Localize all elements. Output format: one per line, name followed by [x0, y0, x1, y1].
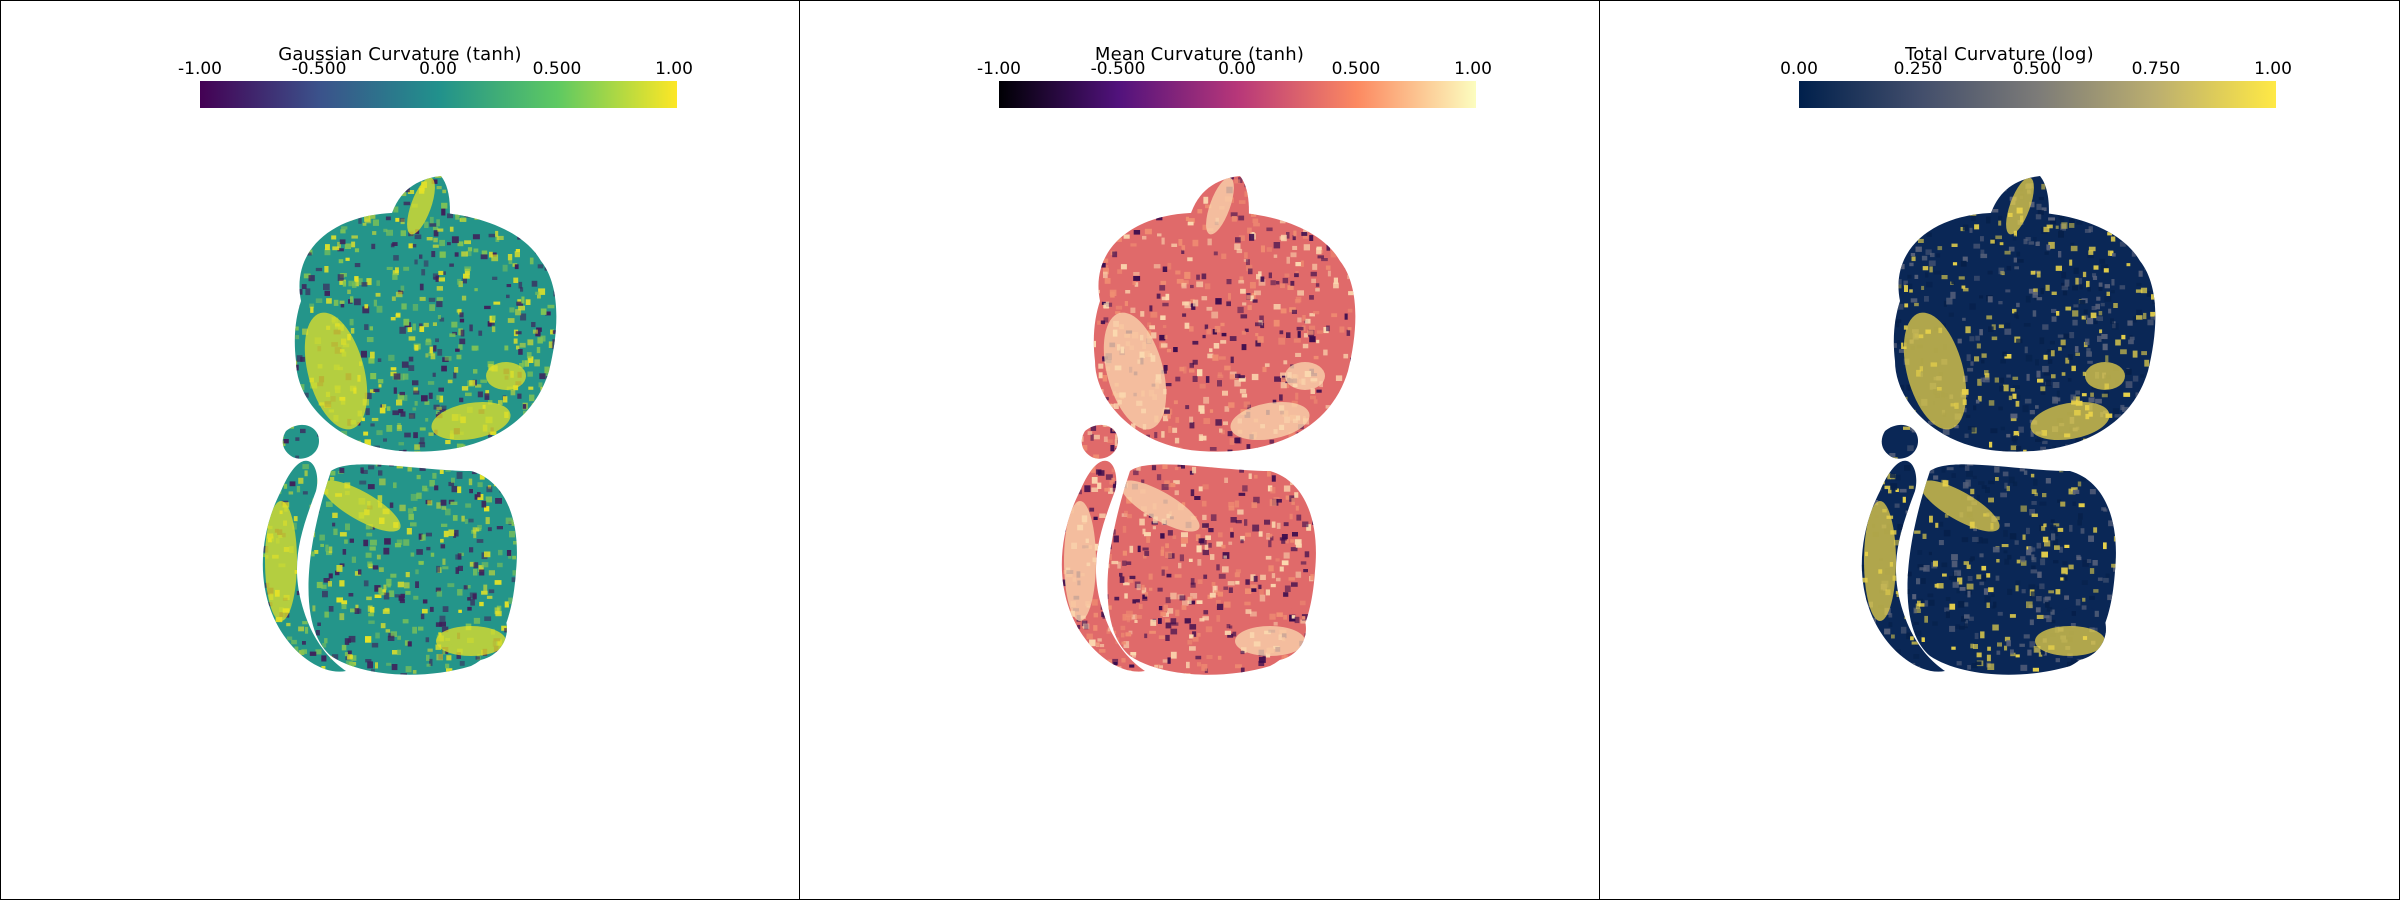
- curvature-highlight: [2006, 177, 2034, 235]
- colorbar-tick-label: -0.500: [1090, 59, 1146, 79]
- colorbar-gradient: [999, 81, 1476, 108]
- mesh-surface: [282, 424, 319, 459]
- colorbar-tick-label: 0.500: [2012, 59, 2062, 79]
- curvature-highlight: [1920, 480, 2000, 532]
- curvature-highlight: [265, 501, 297, 621]
- colorbar-tick-label: -1.00: [178, 59, 222, 79]
- curvature-highlight: [436, 626, 506, 656]
- cat-mesh-render: [1061, 176, 1356, 675]
- curvature-highlight: [1120, 480, 1200, 532]
- curvature-highlight: [1235, 626, 1305, 656]
- curvature-highlight: [486, 362, 526, 390]
- curvature-highlight: [1206, 177, 1234, 235]
- colorbar-tick-label: 0.500: [1331, 59, 1381, 79]
- colorbar-gradient: [200, 81, 677, 108]
- curvature-highlight: [304, 312, 368, 430]
- curvature-highlight: [2035, 626, 2105, 656]
- curvature-highlight: [2085, 362, 2125, 390]
- colorbar-tick-label: 1.00: [1454, 59, 1492, 79]
- colorbar-tick-label: 0.750: [2131, 59, 2181, 79]
- curvature-highlight: [1103, 312, 1167, 430]
- cat-mesh-render: [262, 176, 557, 675]
- colorbar-tick-label: 0.00: [1218, 59, 1256, 79]
- curvature-speckle: [1861, 176, 2156, 675]
- curvature-highlight: [1230, 401, 1310, 441]
- curvature-highlight: [2030, 401, 2110, 441]
- colorbar-title: Total Curvature (log): [1905, 44, 2094, 65]
- curvature-highlight: [1064, 501, 1096, 621]
- render-viewport-total[interactable]: Total Curvature (log) 0.00 0.250 0.500 0…: [1599, 0, 2400, 900]
- colorbar-tick-label: -1.00: [977, 59, 1021, 79]
- curvature-highlight: [321, 480, 401, 532]
- colorbar-title: Mean Curvature (tanh): [1094, 44, 1305, 65]
- curvature-highlight: [1903, 312, 1967, 430]
- colorbar-title: Gaussian Curvature (tanh): [278, 44, 522, 65]
- render-viewport-mean[interactable]: Mean Curvature (tanh) -1.00 -0.500 0.00 …: [799, 0, 1600, 900]
- curvature-highlight: [1864, 501, 1896, 621]
- curvature-highlight: [1285, 362, 1325, 390]
- colorbar-tick-label: 0.250: [1893, 59, 1943, 79]
- colorbar-tick-label: -0.500: [291, 59, 347, 79]
- colorbar-tick-label: 1.00: [2254, 59, 2292, 79]
- colorbar-tick-label: 0.00: [1780, 59, 1818, 79]
- curvature-highlight: [407, 177, 435, 235]
- colorbar-tick-label: 0.00: [419, 59, 457, 79]
- render-viewport-gaussian[interactable]: Gaussian Curvature (tanh) -1.00 -0.500 0…: [0, 0, 800, 900]
- curvature-highlight: [431, 401, 511, 441]
- colorbar-tick-label: 0.500: [532, 59, 582, 79]
- cat-mesh-render: [1861, 176, 2156, 675]
- colorbar-tick-label: 1.00: [655, 59, 693, 79]
- colorbar-gradient: [1799, 81, 2276, 108]
- curvature-speckle: [1061, 176, 1356, 675]
